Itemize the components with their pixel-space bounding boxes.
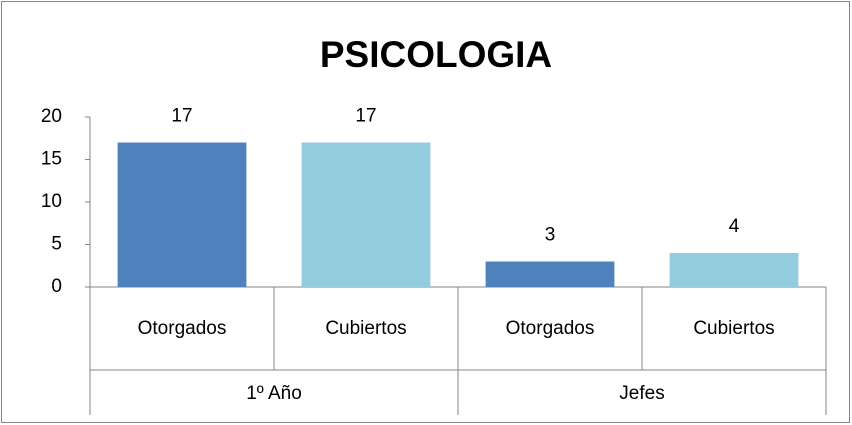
data-label: 3 xyxy=(545,225,556,246)
x-tick-label: Cubiertos xyxy=(693,318,774,339)
data-label: 4 xyxy=(729,216,740,237)
group-label: Jefes xyxy=(619,383,664,404)
bar xyxy=(117,142,247,287)
y-tick-label: 15 xyxy=(41,149,62,170)
x-tick-label: Cubiertos xyxy=(325,318,406,339)
data-label: 17 xyxy=(355,106,376,127)
chart-title: PSICOLOGIA xyxy=(320,34,552,75)
bar xyxy=(485,261,615,287)
y-tick-label: 10 xyxy=(41,191,62,212)
x-tick-label: Otorgados xyxy=(138,318,227,339)
x-tick-label: Otorgados xyxy=(506,318,595,339)
group-label: 1º Año xyxy=(246,383,302,404)
y-tick-label: 20 xyxy=(41,106,62,127)
y-tick-label: 5 xyxy=(51,234,62,255)
y-tick-label: 0 xyxy=(51,276,62,297)
bar xyxy=(301,142,431,287)
data-label: 17 xyxy=(171,106,192,127)
bar xyxy=(669,253,799,287)
